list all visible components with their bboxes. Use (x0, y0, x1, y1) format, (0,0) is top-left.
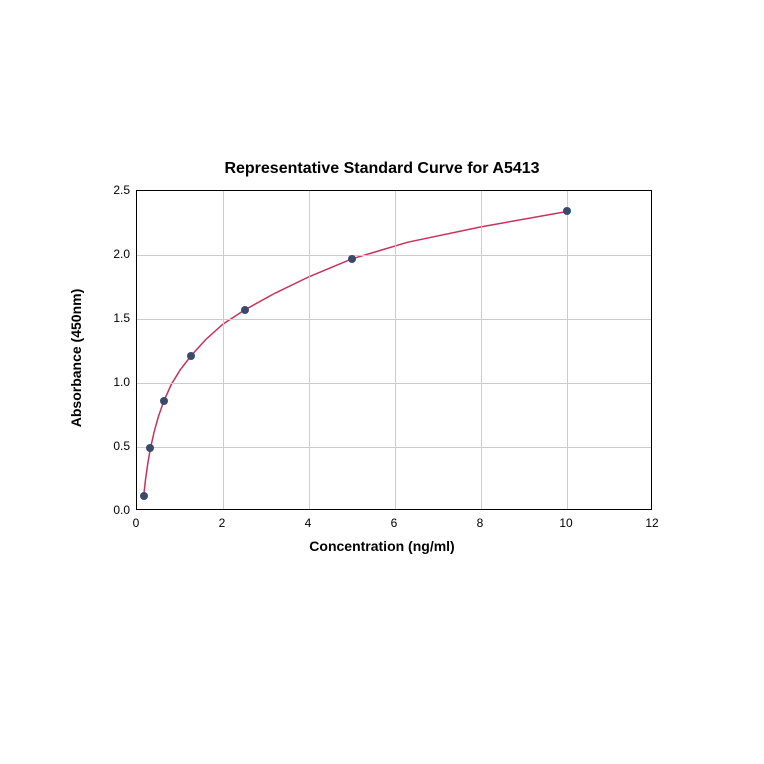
chart-container: Representative Standard Curve for A5413 … (0, 0, 764, 764)
x-tick-label: 2 (219, 516, 226, 530)
data-point (563, 207, 571, 215)
x-tick-label: 4 (305, 516, 312, 530)
data-point (241, 306, 249, 314)
grid-line-vertical (567, 191, 568, 509)
data-point (160, 397, 168, 405)
y-tick-label: 1.5 (106, 311, 130, 325)
chart-title: Representative Standard Curve for A5413 (0, 160, 764, 178)
y-tick-label: 2.0 (106, 247, 130, 261)
grid-line-horizontal (137, 319, 651, 320)
y-axis-label: Absorbance (450nm) (68, 258, 84, 458)
data-point (146, 444, 154, 452)
x-tick-label: 6 (391, 516, 398, 530)
y-tick-label: 0.0 (106, 503, 130, 517)
grid-line-horizontal (137, 447, 651, 448)
x-tick-label: 12 (645, 516, 658, 530)
grid-line-vertical (395, 191, 396, 509)
y-tick-label: 2.5 (106, 183, 130, 197)
x-tick-label: 8 (477, 516, 484, 530)
grid-line-vertical (223, 191, 224, 509)
data-point (187, 352, 195, 360)
grid-line-vertical (481, 191, 482, 509)
grid-line-horizontal (137, 255, 651, 256)
grid-line-vertical (309, 191, 310, 509)
grid-line-horizontal (137, 383, 651, 384)
y-tick-label: 1.0 (106, 375, 130, 389)
x-tick-label: 10 (559, 516, 572, 530)
y-tick-label: 0.5 (106, 439, 130, 453)
x-tick-label: 0 (133, 516, 140, 530)
curve-svg (137, 191, 651, 509)
data-point (348, 255, 356, 263)
data-point (140, 492, 148, 500)
plot-area (136, 190, 652, 510)
x-axis-label: Concentration (ng/ml) (0, 538, 764, 554)
